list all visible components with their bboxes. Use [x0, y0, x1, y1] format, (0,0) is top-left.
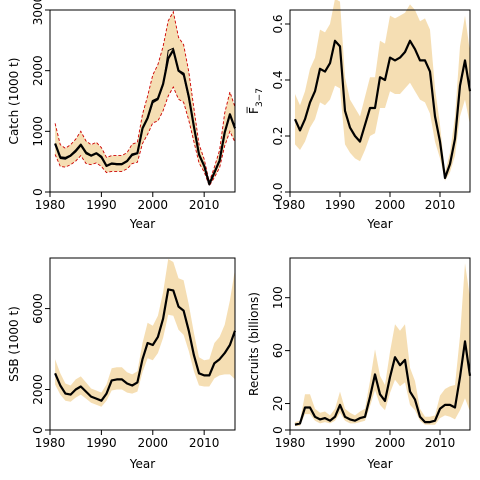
- x-tick-label: 2000: [375, 198, 406, 212]
- y-tick-label: 6000: [31, 293, 45, 324]
- confidence-band: [295, 0, 470, 181]
- x-tick-label: 2010: [189, 198, 220, 212]
- panel-fishing_mortality: 1980 1990 2000 2010 0.0 0.2 0.4 0.6 Year F̅3−7: [246, 0, 472, 231]
- panel-ssb: 1980 1990 2000 2010 0 2000 6000 Year SSB (1000 t…: [7, 257, 237, 471]
- x-tick-label: 2010: [425, 198, 456, 212]
- y-tick-label: 0: [271, 426, 285, 434]
- y-axis-title: F̅3−7: [246, 88, 265, 114]
- x-axis-title: Year: [366, 457, 392, 471]
- y-tick-label: 0: [31, 188, 45, 196]
- y-tick-label: 20: [271, 396, 285, 411]
- y-tick-label: 1000: [31, 116, 45, 147]
- x-tick-label: 2000: [375, 436, 406, 450]
- panel-catch: 1980 1990 2000 2010 0 1000 2000 3000 Year Catch (…: [7, 0, 237, 231]
- x-tick-label: 1990: [86, 198, 117, 212]
- y-axis-title: Recruits (billions): [247, 292, 261, 396]
- x-tick-label: 1990: [325, 436, 356, 450]
- x-tick-label: 1980: [275, 436, 306, 450]
- x-tick-label: 1980: [35, 198, 66, 212]
- x-tick-label: 1980: [35, 436, 66, 450]
- y-axis-title-subscript: 3−7: [255, 88, 265, 107]
- y-tick-label: 0.6: [271, 14, 285, 33]
- plot-frame: [289, 257, 471, 431]
- estimate-line: [294, 340, 472, 426]
- y-axis-title: Catch (1000 t): [7, 58, 21, 145]
- x-axis-title: Year: [129, 217, 155, 231]
- confidence-band: [55, 11, 235, 186]
- x-tick-label: 2000: [138, 198, 169, 212]
- x-tick-label: 2010: [189, 436, 220, 450]
- y-tick-label: 60: [271, 343, 285, 358]
- y-axis-title: SSB (1000 t): [7, 306, 21, 382]
- estimate-line: [54, 48, 237, 186]
- upper-bound-line: [54, 10, 236, 184]
- y-tick-label: 3000: [31, 0, 45, 25]
- y-tick-label: 0: [31, 426, 45, 434]
- x-tick-label: 2000: [138, 436, 169, 450]
- plot-frame: [49, 257, 236, 431]
- panel-recruits: 1980 1990 2000 2010 0 20 60 100 Year Recruits (bi…: [247, 257, 472, 471]
- plot-frame: [289, 9, 471, 193]
- y-tick-label: 2000: [31, 374, 45, 405]
- x-axis-title: Year: [129, 457, 155, 471]
- confidence-band: [55, 259, 235, 407]
- x-axis-title: Year: [366, 217, 392, 231]
- y-tick-label: 0.4: [271, 70, 285, 89]
- plot-frame: [49, 9, 236, 193]
- y-tick-label: 0.0: [271, 182, 285, 201]
- y-tick-label: 100: [271, 286, 285, 309]
- x-tick-label: 2010: [425, 436, 456, 450]
- lower-bound-line: [54, 85, 236, 187]
- x-tick-label: 1990: [325, 198, 356, 212]
- x-tick-label: 1990: [86, 436, 117, 450]
- estimate-line: [293, 39, 472, 180]
- confidence-band: [295, 263, 470, 426]
- estimate-line: [54, 288, 237, 402]
- y-tick-label: 0.2: [271, 126, 285, 145]
- y-tick-label: 2000: [31, 55, 45, 86]
- x-tick-label: 1980: [275, 198, 306, 212]
